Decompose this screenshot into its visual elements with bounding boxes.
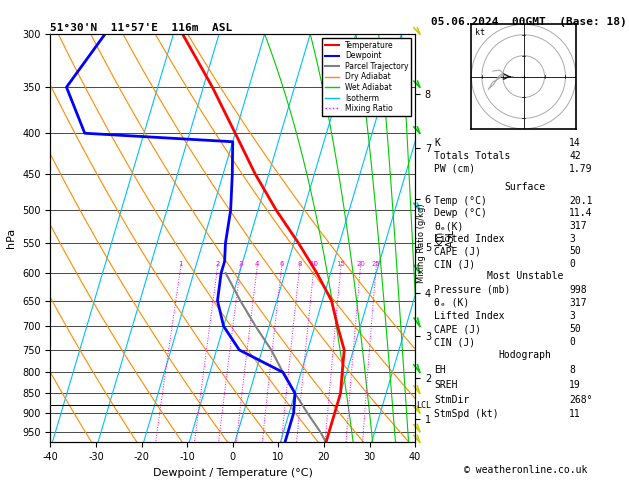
Text: θₑ (K): θₑ (K) <box>434 298 469 308</box>
Text: 11.4: 11.4 <box>569 208 593 219</box>
Text: 50: 50 <box>569 324 581 334</box>
Text: Hodograph: Hodograph <box>499 350 552 360</box>
Text: CAPE (J): CAPE (J) <box>434 246 481 257</box>
Text: 8: 8 <box>298 261 302 267</box>
Text: Dewp (°C): Dewp (°C) <box>434 208 487 219</box>
Text: 0: 0 <box>569 259 575 269</box>
Text: 268°: 268° <box>569 395 593 405</box>
Text: PW (cm): PW (cm) <box>434 164 475 174</box>
Text: CIN (J): CIN (J) <box>434 259 475 269</box>
Y-axis label: km
ASL: km ASL <box>434 229 455 247</box>
Text: 3: 3 <box>238 261 243 267</box>
X-axis label: Dewpoint / Temperature (°C): Dewpoint / Temperature (°C) <box>153 468 313 478</box>
Text: 14: 14 <box>569 138 581 148</box>
Text: 2: 2 <box>215 261 220 267</box>
Text: 4: 4 <box>255 261 259 267</box>
Text: 05.06.2024  00GMT  (Base: 18): 05.06.2024 00GMT (Base: 18) <box>431 17 626 27</box>
Text: kt: kt <box>474 29 484 37</box>
Text: 1.79: 1.79 <box>569 164 593 174</box>
Text: StmDir: StmDir <box>434 395 469 405</box>
Text: CAPE (J): CAPE (J) <box>434 324 481 334</box>
Text: Pressure (mb): Pressure (mb) <box>434 285 510 295</box>
Text: Lifted Index: Lifted Index <box>434 311 504 321</box>
Text: 51°30'N  11°57'E  116m  ASL: 51°30'N 11°57'E 116m ASL <box>50 23 233 33</box>
Text: 10: 10 <box>309 261 318 267</box>
Text: EH: EH <box>434 365 446 376</box>
Text: 15: 15 <box>337 261 345 267</box>
Text: 317: 317 <box>569 298 587 308</box>
Legend: Temperature, Dewpoint, Parcel Trajectory, Dry Adiabat, Wet Adiabat, Isotherm, Mi: Temperature, Dewpoint, Parcel Trajectory… <box>322 38 411 116</box>
Y-axis label: hPa: hPa <box>6 228 16 248</box>
Text: Surface: Surface <box>504 182 546 192</box>
Text: 19: 19 <box>569 380 581 390</box>
Text: θₑ(K): θₑ(K) <box>434 221 464 231</box>
Text: 0: 0 <box>569 337 575 347</box>
Text: 11: 11 <box>569 409 581 419</box>
Text: Mixing Ratio (g/kg): Mixing Ratio (g/kg) <box>417 203 426 283</box>
Text: Lifted Index: Lifted Index <box>434 234 504 244</box>
Text: 1: 1 <box>179 261 183 267</box>
Text: CIN (J): CIN (J) <box>434 337 475 347</box>
Text: K: K <box>434 138 440 148</box>
Text: 20: 20 <box>356 261 365 267</box>
Text: 6: 6 <box>279 261 284 267</box>
Text: Temp (°C): Temp (°C) <box>434 196 487 206</box>
Text: 25: 25 <box>372 261 381 267</box>
Text: 998: 998 <box>569 285 587 295</box>
Text: 3: 3 <box>569 311 575 321</box>
Text: 42: 42 <box>569 151 581 161</box>
Text: Most Unstable: Most Unstable <box>487 271 564 281</box>
Text: 3: 3 <box>569 234 575 244</box>
Text: 50: 50 <box>569 246 581 257</box>
Text: SREH: SREH <box>434 380 457 390</box>
Text: StmSpd (kt): StmSpd (kt) <box>434 409 499 419</box>
Text: 8: 8 <box>569 365 575 376</box>
Text: 20.1: 20.1 <box>569 196 593 206</box>
Text: 317: 317 <box>569 221 587 231</box>
Text: LCL: LCL <box>416 400 431 410</box>
Text: Totals Totals: Totals Totals <box>434 151 510 161</box>
Text: © weatheronline.co.uk: © weatheronline.co.uk <box>464 465 587 475</box>
